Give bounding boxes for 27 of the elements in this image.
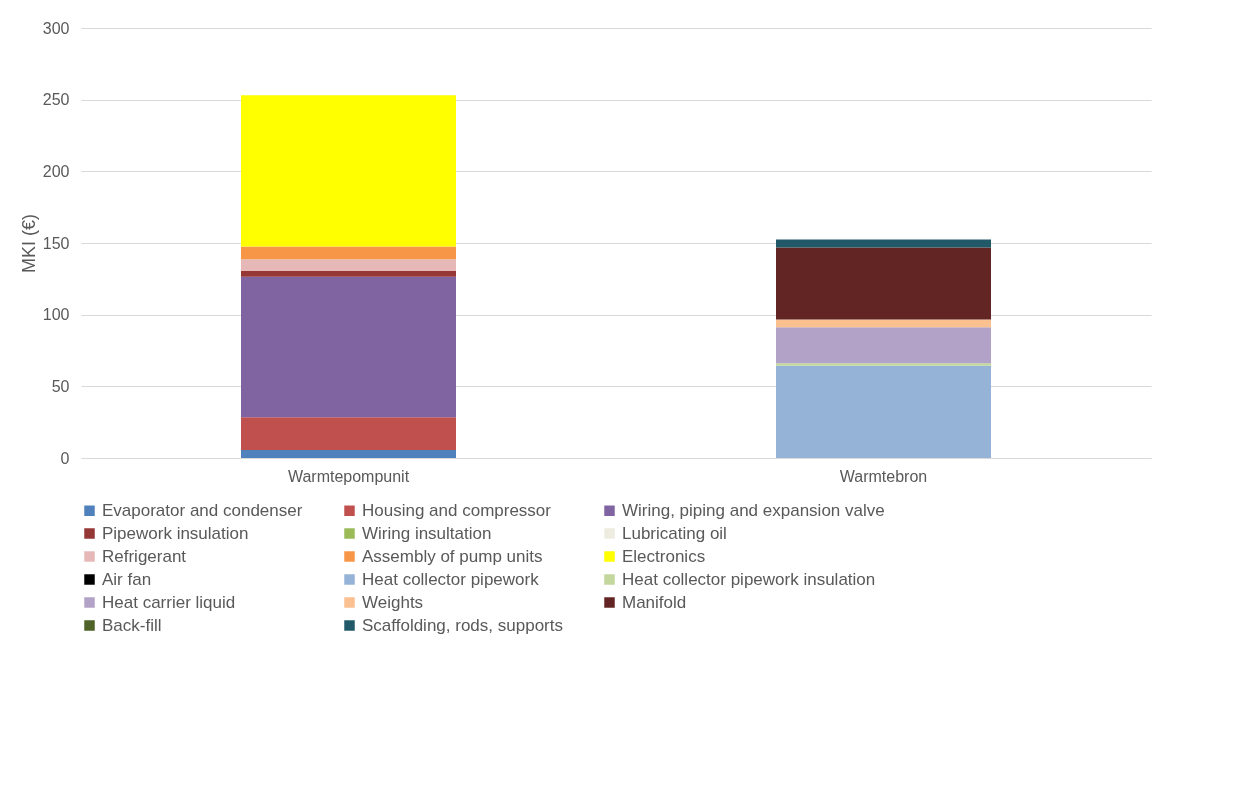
x-tick-label: Warmtebron xyxy=(839,467,928,485)
legend-label: Wiring insultation xyxy=(362,523,492,543)
legend-label: Electronics xyxy=(622,546,706,566)
legend-label: Evaporator and condenser xyxy=(102,500,303,520)
legend-label: Heat collector pipework insulation xyxy=(622,569,876,589)
y-axis-title: MKI (€) xyxy=(18,213,39,274)
y-tick-label: 0 xyxy=(60,449,70,467)
legend-label: Refrigerant xyxy=(102,546,187,566)
legend-label: Assembly of pump units xyxy=(362,546,543,566)
legend-label: Manifold xyxy=(622,592,687,612)
y-tick-label: 100 xyxy=(42,306,70,324)
y-tick-label: 300 xyxy=(42,19,70,37)
legend-label: Back-fill xyxy=(102,615,162,635)
legend-label: Weights xyxy=(362,592,424,612)
y-tick-label: 50 xyxy=(51,377,70,395)
legend-label: Scaffolding, rods, supports xyxy=(362,615,563,635)
y-tick-label: 250 xyxy=(42,91,70,109)
legend-label: Housing and compressor xyxy=(362,500,552,520)
legend-label: Heat carrier liquid xyxy=(102,592,236,612)
legend-label: Wiring, piping and expansion valve xyxy=(622,500,885,520)
legend-label: Air fan xyxy=(102,569,152,589)
legend-label: Pipework insulation xyxy=(102,523,249,543)
legend-label: Lubricating oil xyxy=(622,523,727,543)
y-tick-label: 150 xyxy=(42,234,70,252)
legend-label: Heat collector pipework xyxy=(362,569,540,589)
x-tick-label: Warmtepompunit xyxy=(287,467,410,485)
y-tick-label: 200 xyxy=(42,162,70,180)
